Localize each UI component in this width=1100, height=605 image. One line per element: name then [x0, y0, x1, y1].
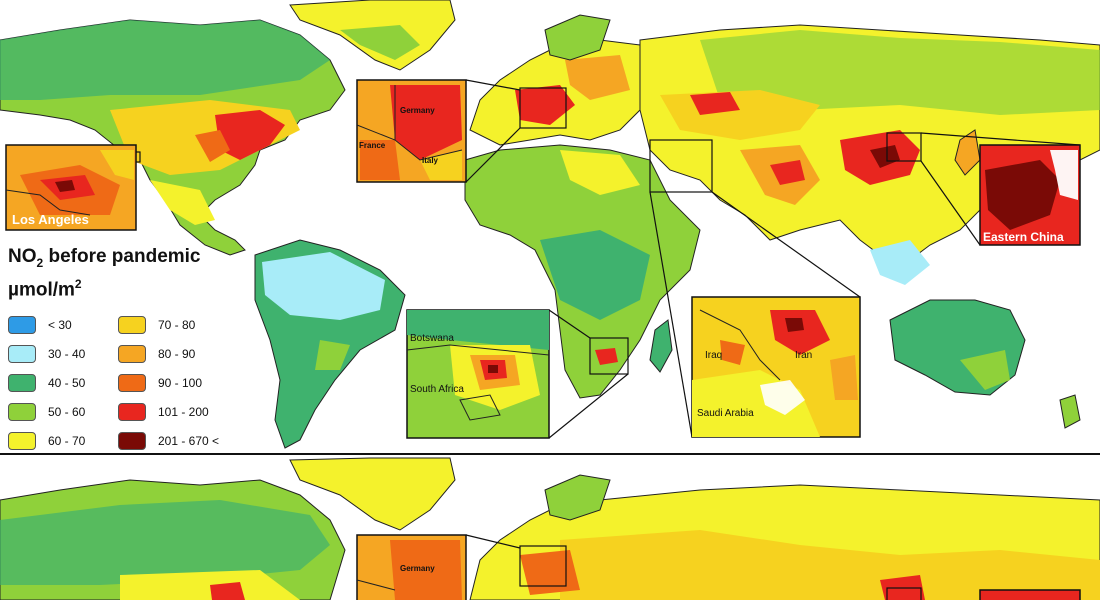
legend-title-suffix: before pandemic	[43, 246, 201, 267]
top-panel-map: Los Angeles Germany France Italy	[0, 0, 1100, 449]
amazon-low	[262, 252, 385, 320]
legend-swatch	[8, 345, 36, 364]
inset-label-los-angeles: Los Angeles	[12, 212, 89, 227]
legend-label: 201 - 670 <	[158, 434, 220, 449]
inset-label-iraq: Iraq	[705, 350, 722, 361]
legend-swatch	[8, 374, 36, 393]
scandinavia-2	[544, 474, 611, 521]
inset-label-saudi-arabia: Saudi Arabia	[697, 408, 754, 419]
legend-swatch	[118, 316, 146, 335]
inset-label-botswana: Botswana	[410, 333, 454, 344]
inset-europe-2: Germany	[356, 534, 467, 600]
middle-east-locator	[649, 139, 713, 193]
legend-label: 30 - 40	[48, 347, 86, 362]
legend-label: 60 - 70	[48, 434, 86, 449]
eastern-china-locator	[886, 132, 922, 162]
legend-item: 80 - 90	[118, 343, 195, 365]
europe-locator-2	[519, 545, 567, 587]
inset-label-iran: Iran	[795, 350, 812, 361]
bottom-panel-map: Germany	[0, 456, 1100, 600]
legend-swatch	[118, 345, 146, 364]
legend-label: 101 - 200	[158, 405, 209, 420]
legend-item: 201 - 670 <	[118, 430, 219, 452]
mexico	[150, 180, 215, 225]
legend-item: 90 - 100	[118, 372, 202, 394]
legend-swatch	[118, 432, 146, 451]
inset-label-germany: Germany	[400, 106, 435, 115]
inset-los-angeles: Los Angeles	[5, 144, 137, 231]
legend-swatch	[8, 316, 36, 335]
inset-eastern-china-2	[979, 589, 1081, 600]
legend-swatch	[8, 403, 36, 422]
usa-east-hotspot	[215, 110, 285, 160]
europe-locator	[519, 87, 567, 129]
southeast-asia	[870, 240, 930, 285]
legend-label: 70 - 80	[158, 318, 196, 333]
usa-midwest	[195, 130, 230, 162]
legend-item: 70 - 80	[118, 314, 195, 336]
legend-label: < 30	[48, 318, 72, 333]
southern-africa-locator	[589, 337, 629, 375]
legend-label: 80 - 90	[158, 347, 196, 362]
legend-unit-superscript: 2	[74, 276, 82, 291]
legend-unit-prefix: µmol/m	[8, 279, 75, 301]
legend-title-subscript: 2	[36, 255, 44, 270]
inset-label-eastern-china: Eastern China	[983, 230, 1064, 244]
legend-title-prefix: NO	[8, 246, 37, 267]
canada-north	[0, 20, 330, 100]
inset-label-italy: Italy	[422, 156, 439, 165]
legend-label: 50 - 60	[48, 405, 86, 420]
inset-label-france: France	[359, 141, 386, 150]
legend-swatch	[8, 432, 36, 451]
legend-label: 40 - 50	[48, 376, 86, 391]
new-zealand	[1059, 394, 1081, 429]
inset-eastern-china: Eastern China	[979, 144, 1081, 246]
legend-title: NO2 before pandemic	[8, 246, 243, 274]
inset-middle-east: Iraq Iran Saudi Arabia	[691, 296, 861, 438]
eastern-china-locator-2	[886, 587, 922, 600]
inset-europe: Germany France Italy	[356, 79, 467, 183]
madagascar	[649, 319, 673, 373]
legend-item: 101 - 200	[118, 401, 209, 423]
legend-item: 30 - 40	[8, 343, 85, 365]
legend-grid: < 30 30 - 40 40 - 50 50 - 60 60 - 70 70 - 80 8…	[8, 314, 243, 464]
legend-item: < 30	[8, 314, 72, 336]
legend-unit: µmol/m2	[8, 274, 243, 300]
legend-item: 50 - 60	[8, 401, 85, 423]
scandinavia	[544, 14, 611, 61]
legend-label: 90 - 100	[158, 376, 203, 391]
legend: NO2 before pandemic µmol/m2 < 30 30 - 40 4…	[8, 246, 243, 464]
legend-swatch	[118, 403, 146, 422]
japan	[954, 129, 981, 176]
inset-label-south-africa: South Africa	[410, 384, 464, 395]
legend-item: 40 - 50	[8, 372, 85, 394]
greenland-2	[289, 457, 456, 531]
inset-label-germany-2: Germany	[400, 564, 435, 573]
legend-item: 60 - 70	[8, 430, 85, 452]
legend-swatch	[118, 374, 146, 393]
inset-southern-africa: Botswana South Africa	[406, 309, 550, 439]
